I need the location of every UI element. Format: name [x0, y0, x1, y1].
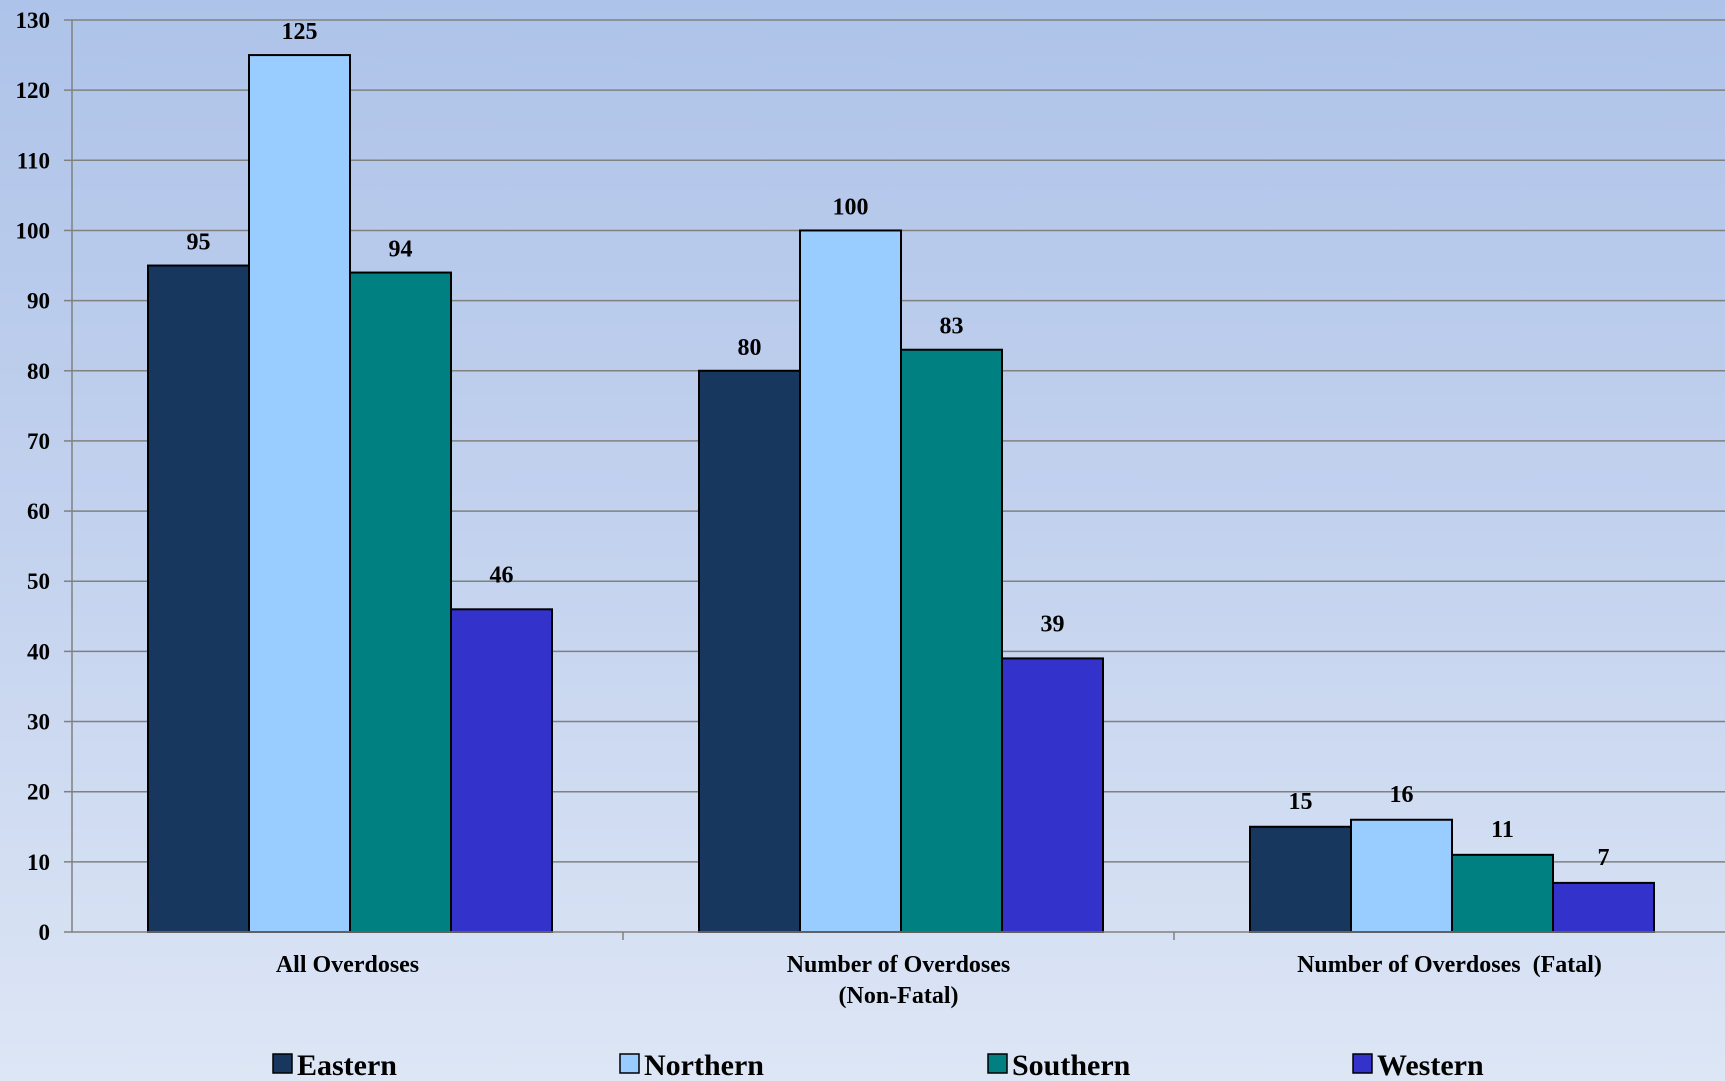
y-tick-label: 20 [27, 780, 50, 805]
y-tick-label: 80 [27, 359, 50, 384]
bar-northern [1350, 818, 1453, 933]
y-tick-label: 60 [27, 499, 50, 524]
axes [64, 19, 1725, 940]
y-tick-label: 50 [27, 569, 50, 594]
data-label: 16 [1390, 782, 1414, 808]
y-tick-label: 70 [27, 429, 50, 454]
data-label: 15 [1289, 789, 1313, 815]
legend: Eastern Northern Southern Western [272, 1049, 1484, 1081]
data-labels: 95 80 15 125 100 16 94 83 11 46 39 7 [187, 19, 1610, 871]
y-tick-label: 100 [16, 218, 51, 243]
data-label: 95 [187, 230, 211, 256]
data-label: 39 [1041, 611, 1065, 637]
data-label: 46 [490, 562, 514, 588]
legend-swatch-southern [987, 1053, 1008, 1074]
legend-label-northern: Northern [644, 1049, 764, 1081]
bars [147, 54, 1655, 934]
bar-eastern [1249, 825, 1352, 933]
bar-eastern [147, 264, 250, 933]
data-label: 7 [1598, 845, 1610, 871]
legend-swatch-western [1352, 1053, 1373, 1074]
legend-label-southern: Southern [1012, 1049, 1131, 1081]
y-tick-label: 10 [27, 850, 50, 875]
bar-western [450, 608, 553, 933]
y-tick-label: 110 [17, 148, 50, 173]
legend-label-western: Western [1377, 1049, 1484, 1081]
category-label: All Overdoses [276, 952, 419, 978]
bar-northern [799, 229, 902, 933]
y-tick-label: 40 [27, 639, 50, 664]
bar-southern [349, 271, 452, 933]
y-axis-ticks: 0 10 20 30 40 50 60 70 80 90 100 110 120 130 [16, 8, 51, 945]
data-label: 83 [940, 314, 964, 340]
y-tick-label: 90 [27, 289, 50, 314]
data-label: 94 [389, 237, 413, 263]
legend-swatch-northern [619, 1053, 640, 1074]
legend-swatch-eastern [272, 1053, 293, 1074]
bar-northern [248, 54, 351, 934]
bar-southern [1451, 853, 1554, 933]
bar-eastern [698, 369, 801, 933]
data-label: 100 [833, 194, 869, 220]
y-tick-label: 0 [39, 920, 51, 945]
x-axis-categories: All Overdoses Number of Overdoses (Non-Fat… [276, 952, 1602, 1009]
bar-western [1552, 881, 1655, 934]
data-label: 11 [1491, 817, 1514, 843]
bar-southern [900, 348, 1003, 933]
y-tick-label: 30 [27, 710, 50, 735]
category-label: Number of Overdoses [787, 952, 1011, 978]
data-label: 125 [282, 19, 318, 45]
y-tick-label: 130 [16, 8, 51, 33]
category-label: Number of Overdoses (Fatal) [1297, 952, 1602, 978]
category-label: (Non-Fatal) [839, 983, 959, 1009]
y-tick-label: 120 [16, 78, 51, 103]
bar-western [1001, 657, 1104, 934]
data-label: 80 [738, 335, 762, 361]
legend-label-eastern: Eastern [297, 1049, 397, 1081]
